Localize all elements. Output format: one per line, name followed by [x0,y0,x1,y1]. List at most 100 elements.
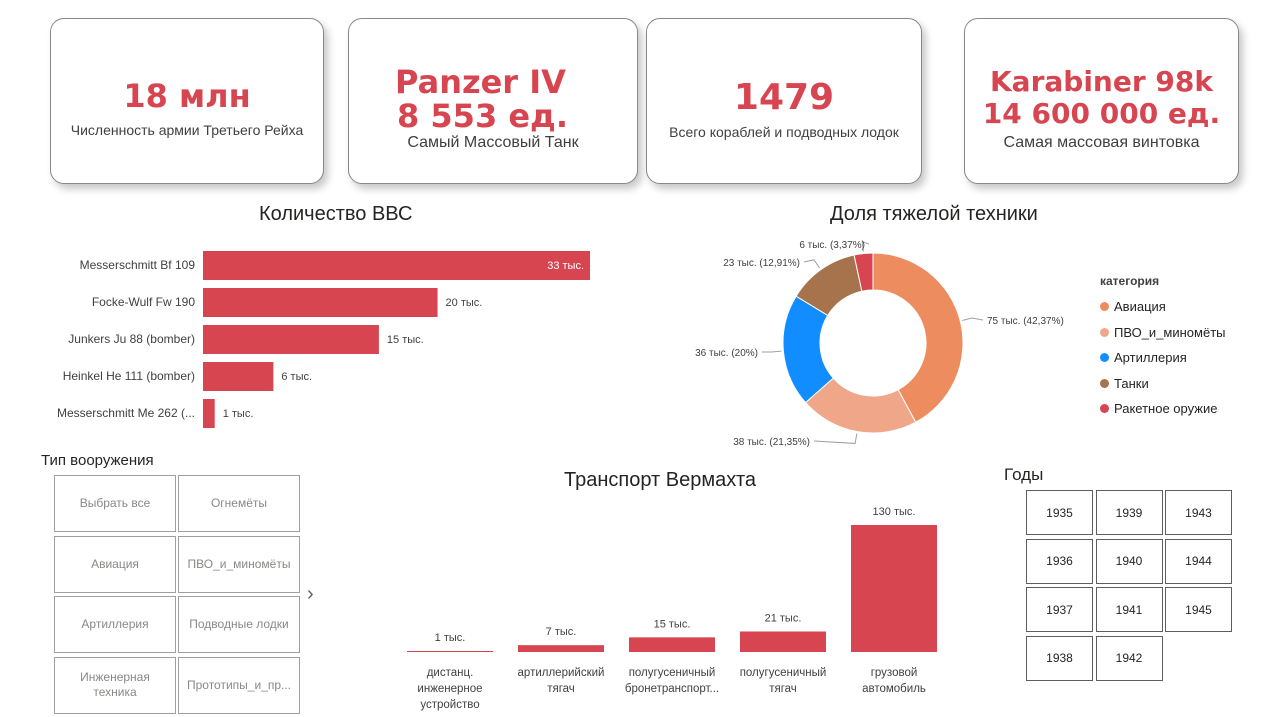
bar-data-label: 7 тыс. [546,626,577,638]
air-force-bar[interactable] [203,362,274,391]
year-tile[interactable]: 1942 [1095,635,1163,681]
legend-label: Танки [1114,375,1149,391]
legend-label: ПВО_и_миномёты [1114,324,1226,340]
bar-category-label: Messerschmitt Bf 109 [80,258,196,272]
legend-item[interactable]: ПВО_и_миномёты [1100,320,1226,346]
kpi-value: 1479 [733,77,835,118]
bar-data-label: 33 тыс. [547,260,584,272]
year-tile[interactable]: 1940 [1095,538,1163,584]
year-tile[interactable]: 1937 [1026,587,1093,632]
year-tile[interactable]: 1935 [1026,490,1093,535]
bar-category-label: дистанц. [427,667,474,679]
weapon-type-tile[interactable]: Артиллерия [54,596,176,653]
kpi-label: Самая массовая винтовка [1003,134,1200,151]
air-force-chart-title: Количество ВВС [259,203,413,225]
air-force-bar[interactable] [203,288,438,317]
legend-item[interactable]: Ракетное оружие [1100,396,1226,422]
donut-data-label: 6 тыс. (3,37%) [799,240,865,251]
year-tile[interactable]: 1939 [1095,490,1163,535]
legend-dot-icon [1100,302,1109,312]
legend-item[interactable]: Артиллерия [1100,345,1226,371]
bar-data-label: 20 тыс. [446,297,483,309]
bar-data-label: 1 тыс. [435,632,466,644]
legend-dot-icon [1100,378,1109,388]
bar-category-label: тягач [547,683,575,695]
air-force-bar[interactable] [203,251,590,280]
year-tile[interactable]: 1936 [1026,538,1093,584]
heavy-equipment-chart-title: Доля тяжелой техники [830,203,1038,225]
bar-data-label: 21 тыс. [765,612,802,624]
kpi-card-army: 18 млн Численность армии Третьего Рейха [50,18,324,184]
transport-bar[interactable] [629,637,715,652]
legend-dot-icon [1100,404,1109,414]
transport-bar[interactable] [851,525,937,652]
bar-category-label: тягач [769,683,797,695]
transport-bar[interactable] [407,651,493,652]
bar-data-label: 6 тыс. [281,371,312,383]
kpi-card-rifle: Karabiner 98k 14 600 000 ед. Самая массо… [964,18,1239,184]
bar-category-label: Heinkel He 111 (bomber) [63,369,195,383]
transport-bar[interactable] [518,645,604,652]
weapon-type-tile[interactable]: ПВО_и_миномёты [178,535,300,593]
legend-item[interactable]: Танки [1100,371,1226,397]
donut-data-label: 75 тыс. (42,37%) [987,316,1064,327]
transport-bar-chart: 1 тыс. дистанц. инженерное устройство 7 тыс.… [407,506,937,711]
donut-leader-line [962,317,984,321]
kpi-label: Численность армии Третьего Рейха [70,122,304,138]
year-tile[interactable]: 1943 [1165,490,1232,535]
donut-legend: категория Авиация ПВО_и_миномёты Артиллери… [1100,274,1226,422]
year-tile[interactable]: 1938 [1026,635,1093,681]
kpi-value-count: 14 600 000 ед. [982,97,1221,130]
kpi-value-count: 8 553 ед. [397,97,569,135]
weapon-type-tile[interactable]: Подводные лодки [178,596,300,653]
weapon-type-tile[interactable]: Выбрать все [54,475,176,532]
donut-leader-line [861,240,870,252]
kpi-label: Всего кораблей и подводных лодок [669,124,899,140]
bar-category-label: артиллерийский [518,667,605,679]
kpi-value-name: Karabiner 98k [989,65,1213,98]
legend-item[interactable]: Авиация [1100,294,1226,320]
air-force-bar[interactable] [203,325,379,354]
legend-title: категория [1100,274,1160,288]
donut-data-label: 36 тыс. (20%) [695,348,758,359]
years-slicer-title: Годы [1004,465,1044,484]
heavy-equipment-donut-chart: 75 тыс. (42,37%) 38 тыс. (21,35%) 36 тыс. … [695,240,1064,448]
kpi-value: 18 млн [123,77,251,115]
donut-data-label: 38 тыс. (21,35%) [733,437,810,448]
donut-data-label: 23 тыс. (12,91%) [723,258,800,269]
bar-data-label: 15 тыс. [387,334,424,346]
bar-category-label: полугусеничный [629,667,716,679]
donut-leader-line [813,433,858,444]
legend-label: Артиллерия [1114,350,1187,366]
bar-data-label: 130 тыс. [873,506,916,518]
legend-dot-icon [1100,353,1109,363]
year-tile[interactable]: 1945 [1165,587,1232,632]
weapon-type-tile[interactable]: Огнемёты [178,475,300,532]
weapon-type-tile[interactable]: Инженерная техника [54,656,176,714]
kpi-value-name: Panzer IV [395,63,566,101]
air-force-bar[interactable] [203,399,215,428]
donut-slice[interactable] [853,252,874,292]
bar-data-label: 15 тыс. [654,618,691,630]
bar-category-label: полугусеничный [740,667,827,679]
legend-label: Авиация [1114,299,1166,315]
chevron-right-icon[interactable]: › [307,583,314,605]
donut-leader-line [803,259,821,269]
bar-category-label: автомобиль [862,683,926,695]
legend-dot-icon [1100,327,1109,337]
bar-category-label: устройство [420,699,479,711]
weapon-type-tile[interactable]: Авиация [54,535,176,593]
bar-category-label: Junkers Ju 88 (bomber) [68,332,195,346]
transport-bar[interactable] [740,631,826,652]
weapon-type-tile[interactable]: Прототипы_и_пр... [178,656,300,714]
donut-leader-line [761,350,782,353]
bar-category-label: Focke-Wulf Fw 190 [92,295,195,309]
kpi-label: Самый Массовый Танк [407,134,579,151]
year-tile[interactable]: 1941 [1095,587,1163,632]
kpi-card-ships: 1479 Всего кораблей и подводных лодок [646,18,922,184]
donut-slice[interactable] [872,252,964,423]
year-tile[interactable]: 1944 [1165,538,1232,584]
bar-category-label: инженерное [417,683,482,695]
bar-category-label: грузовой [871,667,918,679]
air-force-bar-chart: Messerschmitt Bf 109 33 тыс. Focke-Wulf Fw… [57,251,590,428]
